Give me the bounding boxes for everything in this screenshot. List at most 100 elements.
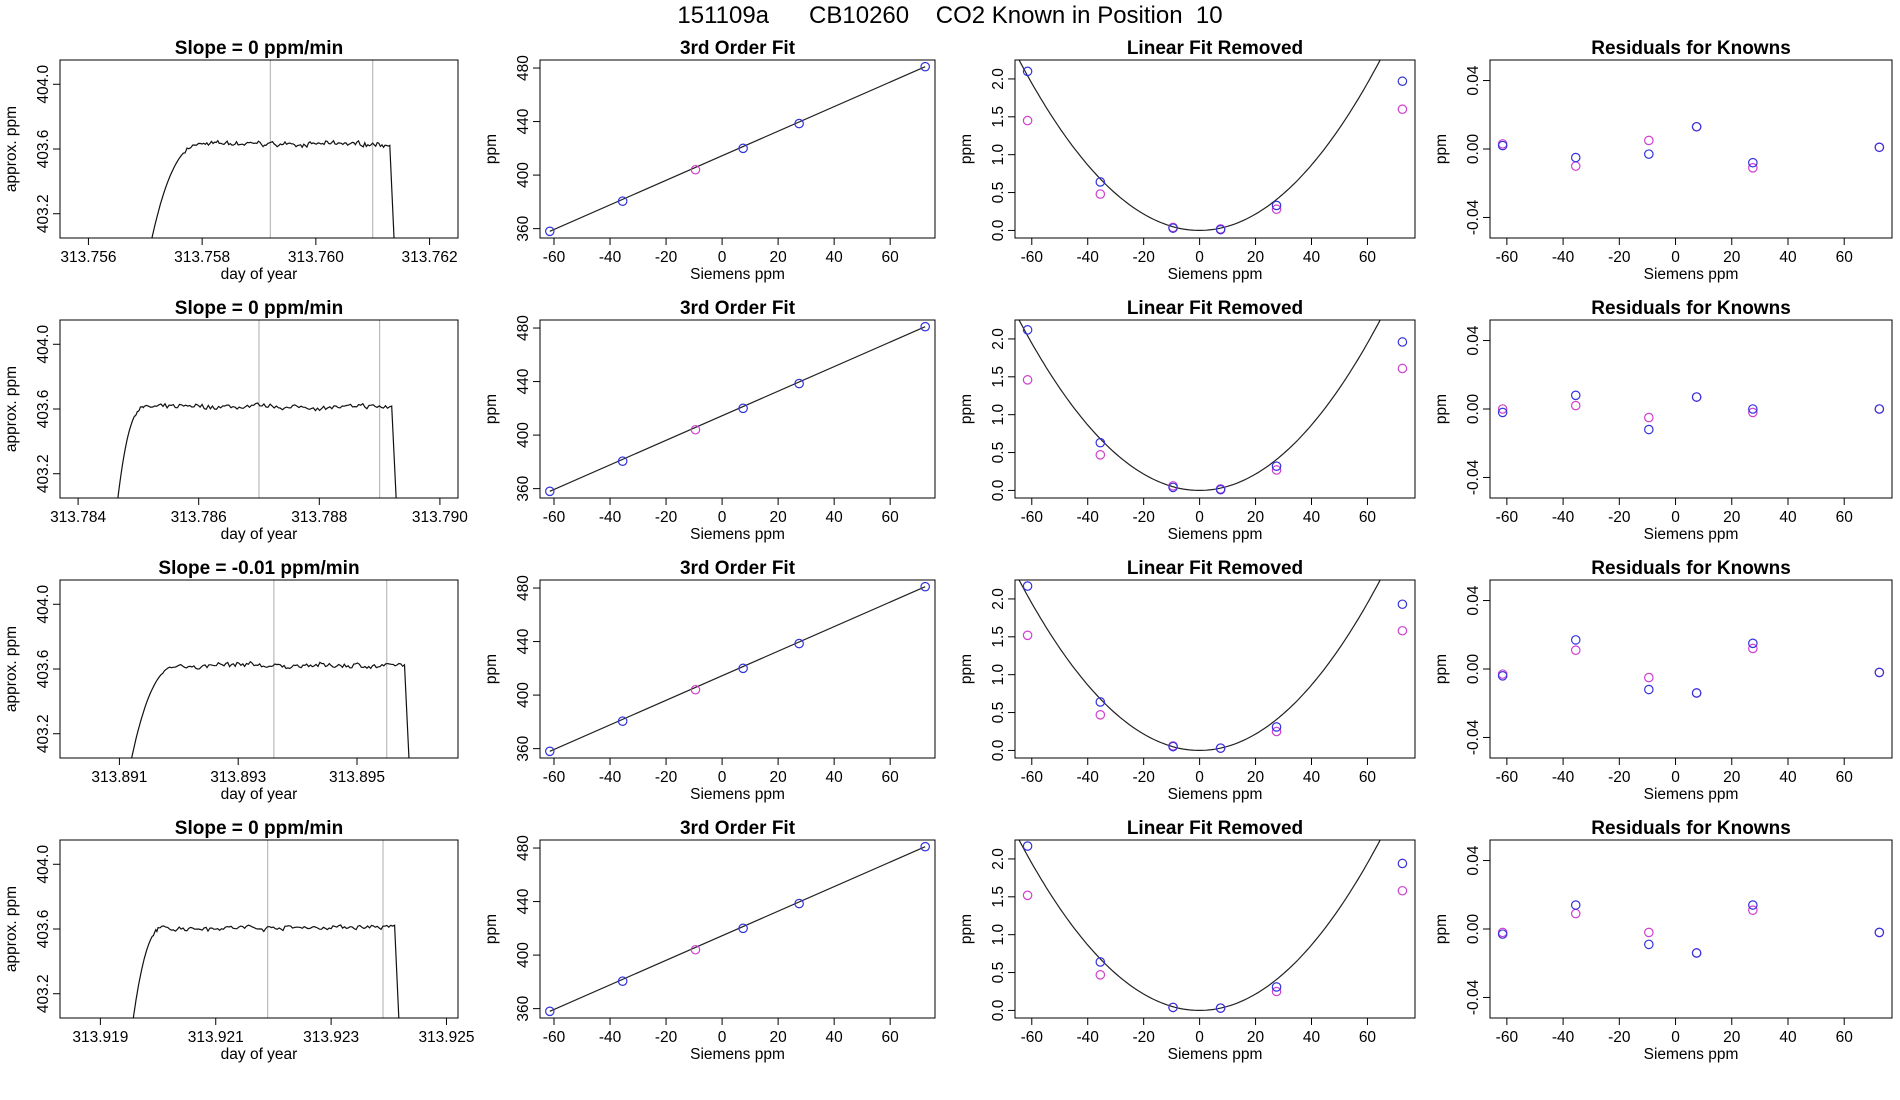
data-point-blue — [1022, 581, 1033, 591]
x-tick-label: 313.921 — [188, 1029, 244, 1046]
x-tick-label: 40 — [1779, 1029, 1797, 1046]
data-point-blue — [1874, 667, 1885, 678]
x-axis-label: day of year — [221, 786, 298, 803]
y-tick-label: -0.04 — [1465, 199, 1482, 235]
y-tick-label: 480 — [515, 575, 532, 601]
x-tick-label: -40 — [1552, 769, 1575, 786]
plot-area — [1018, 840, 1408, 1013]
x-tick-label: 60 — [882, 1029, 900, 1046]
x-tick-label: 40 — [1303, 769, 1321, 786]
y-tick-label: 360 — [515, 215, 532, 241]
x-tick-label: 313.760 — [288, 249, 344, 266]
data-point-blue — [545, 486, 555, 497]
panel-title: Slope = 0 ppm/min — [175, 298, 343, 319]
plot-area — [545, 61, 930, 237]
x-tick-label: -20 — [1132, 509, 1155, 526]
y-tick-label: 440 — [515, 368, 532, 394]
y-tick-label: 440 — [515, 888, 532, 914]
x-tick-label: 20 — [1723, 769, 1741, 786]
x-tick-label: 20 — [1723, 509, 1741, 526]
y-tick-label: 404.0 — [35, 585, 52, 624]
y-tick-label: 360 — [515, 475, 532, 501]
x-tick-label: 0 — [718, 1029, 727, 1046]
data-point-blue — [1168, 1002, 1178, 1013]
data-point-magenta — [1748, 643, 1758, 654]
ppm-trace — [151, 139, 395, 238]
y-tick-label: 404.0 — [35, 845, 52, 884]
y-tick-label: 403.6 — [35, 650, 52, 689]
plot-area — [132, 840, 400, 1018]
data-point-blue — [1644, 149, 1654, 159]
x-tick-label: -40 — [599, 769, 622, 786]
y-axis-label: ppm — [1433, 654, 1450, 684]
plot-area — [1018, 580, 1408, 753]
panel-4-4: Residuals for Knowns -60 -40 -20 0 20 40 60 -0.0… — [1433, 818, 1893, 1063]
y-tick-label: 400 — [515, 682, 532, 708]
data-point-blue — [1874, 142, 1885, 153]
y-axis-label: ppm — [1433, 394, 1450, 424]
x-tick-label: -40 — [1077, 769, 1100, 786]
x-axis-label: day of year — [221, 266, 298, 283]
y-axis-label: ppm — [483, 914, 500, 944]
y-axis-label: ppm — [483, 394, 500, 424]
y-tick-label: 0.5 — [990, 962, 1007, 984]
x-tick-label: 40 — [1779, 249, 1797, 266]
y-axis-label: ppm — [1433, 134, 1450, 164]
data-point-blue — [920, 321, 930, 332]
panel-title: Residuals for Knowns — [1591, 38, 1791, 59]
data-point-magenta — [1570, 161, 1581, 171]
data-point-blue — [545, 746, 555, 757]
y-tick-label: 0.5 — [990, 442, 1007, 464]
fit-line — [549, 66, 926, 232]
y-axis-label: approx. ppm — [3, 626, 20, 712]
panel-3-4: Residuals for Knowns -60 -40 -20 0 20 40 60 -0.0… — [1433, 558, 1893, 803]
x-tick-label: 313.762 — [402, 249, 458, 266]
x-tick-label: -60 — [1496, 1029, 1519, 1046]
x-tick-label: -60 — [543, 1029, 566, 1046]
data-point-blue — [794, 898, 804, 909]
x-tick-label: -20 — [1132, 1029, 1155, 1046]
y-tick-label: 2.0 — [990, 68, 1007, 90]
data-point-magenta — [1022, 890, 1033, 901]
fit-line — [549, 586, 926, 752]
x-tick-label: 313.895 — [329, 769, 385, 786]
y-tick-label: 2.0 — [990, 328, 1007, 350]
x-tick-label: -60 — [1496, 509, 1519, 526]
panel-title: Slope = -0.01 ppm/min — [158, 558, 359, 579]
page-title: 151109a CB10260 CO2 Known in Position 10 — [677, 2, 1223, 29]
panel-3-1: Slope = -0.01 ppm/min 313.891 313.893 313.8… — [3, 558, 459, 803]
panel-3-2: 3rd Order Fit -60 -40 -20 0 20 40 60 360 400 440 48… — [483, 558, 936, 803]
x-tick-label: 60 — [882, 509, 900, 526]
x-axis-label: day of year — [221, 526, 298, 543]
data-point-blue — [1095, 437, 1106, 448]
panel-2-4: Residuals for Knowns -60 -40 -20 0 20 40 60 -0.0… — [1433, 298, 1893, 543]
data-point-blue — [1748, 900, 1758, 910]
x-tick-label: 20 — [769, 509, 787, 526]
panel-1-2: 3rd Order Fit -60 -40 -20 0 20 40 60 360 400 440 48… — [483, 38, 936, 283]
panel-title: Slope = 0 ppm/min — [175, 38, 343, 59]
plot-area — [1497, 900, 1885, 958]
x-tick-label: -40 — [599, 1029, 622, 1046]
data-point-magenta — [1095, 450, 1106, 460]
panel-2-1: Slope = 0 ppm/min 313.784 313.786 313.788 31… — [3, 298, 468, 543]
y-tick-label: 0.00 — [1465, 654, 1482, 685]
x-axis-label: Siemens ppm — [690, 1046, 785, 1063]
data-point-magenta — [1570, 645, 1581, 655]
y-tick-label: 2.0 — [990, 588, 1007, 610]
x-tick-label: -60 — [1021, 1029, 1044, 1046]
y-axis-label: ppm — [958, 394, 975, 424]
data-point-blue — [738, 403, 748, 414]
y-tick-label: 403.2 — [35, 454, 52, 493]
x-tick-label: -60 — [1496, 249, 1519, 266]
x-tick-label: 60 — [1359, 1029, 1377, 1046]
x-axis-label: Siemens ppm — [1644, 266, 1739, 283]
y-tick-label: 0.0 — [990, 999, 1007, 1021]
y-axis-label: ppm — [483, 134, 500, 164]
y-tick-label: 480 — [515, 55, 532, 81]
data-point-magenta — [1748, 163, 1758, 173]
panel-title: Linear Fit Removed — [1127, 558, 1303, 579]
x-tick-label: -40 — [1552, 509, 1575, 526]
x-tick-label: 40 — [1779, 769, 1797, 786]
panel-1-3: Linear Fit Removed -60 -40 -20 0 20 40 60 0.0 0.5… — [958, 38, 1416, 283]
y-tick-label: 0.00 — [1465, 134, 1482, 165]
